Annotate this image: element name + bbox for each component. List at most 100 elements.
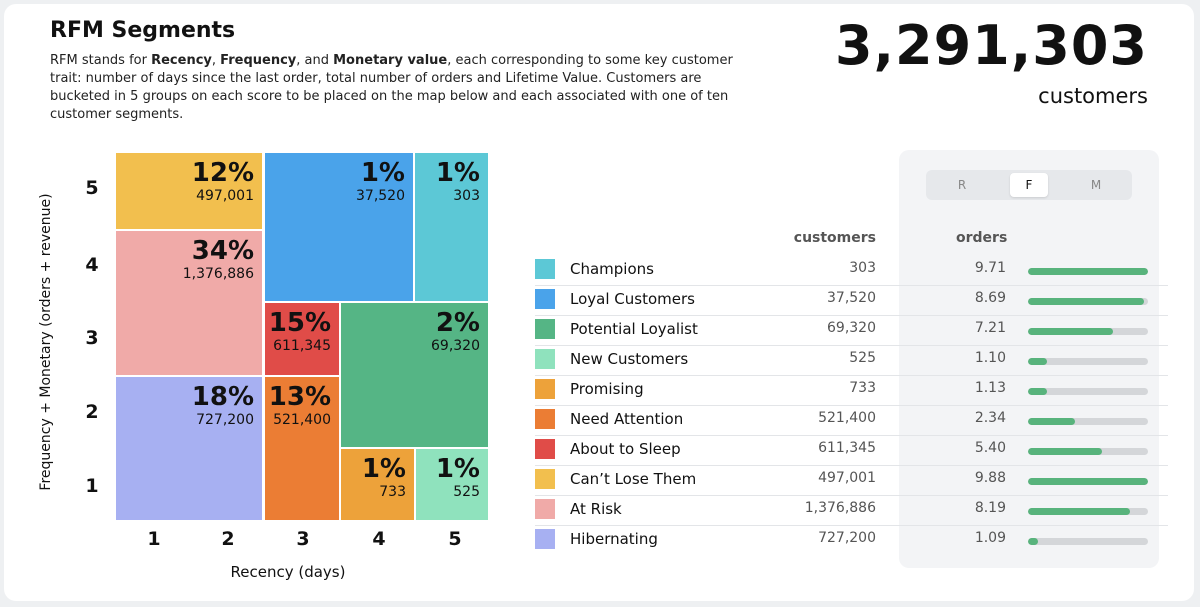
segment-name: Can’t Lose Them — [570, 470, 697, 488]
orders-bar-track — [1028, 418, 1148, 425]
segment-cell-loyal-customers[interactable]: 1% 37,520 — [263, 151, 415, 303]
column-header-orders: orders — [956, 230, 1008, 246]
segment-customers: 497,001 — [818, 470, 876, 486]
segment-name: New Customers — [570, 350, 689, 368]
toggle-recency-button[interactable]: R — [957, 178, 967, 192]
column-header-customers: customers — [793, 230, 876, 246]
segment-customers: 611,345 — [818, 440, 876, 456]
orders-bar-track — [1028, 478, 1148, 485]
segment-swatch — [535, 499, 555, 519]
orders-bar-fill — [1028, 478, 1148, 485]
orders-bar-track — [1028, 268, 1148, 275]
orders-bar-fill — [1028, 358, 1048, 365]
desc-frequency: Frequency — [220, 53, 297, 68]
segment-cell-about-to-sleep[interactable]: 15% 611,345 — [263, 301, 341, 377]
segment-cell-champions[interactable]: 1% 303 — [413, 151, 490, 303]
table-row[interactable]: Can’t Lose Them 497,001 9.88 — [535, 465, 1168, 496]
segment-percent: 1% — [360, 158, 405, 188]
orders-bar-track — [1028, 538, 1148, 545]
segment-orders: 9.88 — [974, 470, 1006, 486]
segment-percent: 2% — [435, 308, 480, 338]
segment-swatch — [535, 379, 555, 399]
segment-name: Potential Loyalist — [570, 320, 698, 338]
segment-swatch — [535, 439, 555, 459]
orders-bar-track — [1028, 358, 1148, 365]
segment-count: 525 — [453, 484, 480, 500]
segment-count: 1,376,886 — [182, 266, 254, 282]
orders-bar-fill — [1028, 538, 1038, 545]
toggle-frequency-button[interactable]: F — [1010, 173, 1048, 197]
desc-text: RFM stands for — [50, 53, 152, 68]
segment-percent: 15% — [268, 308, 331, 338]
x-tick: 2 — [221, 528, 235, 550]
x-axis-label: Recency (days) — [230, 563, 346, 581]
segment-count: 727,200 — [196, 412, 254, 428]
segment-cell-need-attention[interactable]: 13% 521,400 — [263, 375, 341, 522]
table-row[interactable]: Hibernating 727,200 1.09 — [535, 525, 1168, 555]
orders-bar-track — [1028, 508, 1148, 515]
orders-bar-fill — [1028, 508, 1130, 515]
y-axis-label: Frequency + Monetary (orders + revenue) — [38, 193, 54, 491]
table-row[interactable]: New Customers 525 1.10 — [535, 345, 1168, 376]
segment-customers: 69,320 — [827, 320, 876, 336]
orders-bar-track — [1028, 328, 1148, 335]
segment-customers: 37,520 — [827, 290, 876, 306]
table-row[interactable]: Potential Loyalist 69,320 7.21 — [535, 315, 1168, 346]
segment-cell-cant-lose-them[interactable]: 12% 497,001 — [114, 151, 264, 231]
segment-swatch — [535, 409, 555, 429]
segment-percent: 13% — [268, 382, 331, 412]
segment-name: Promising — [570, 380, 644, 398]
table-row[interactable]: About to Sleep 611,345 5.40 — [535, 435, 1168, 466]
y-tick: 1 — [85, 475, 99, 497]
segment-customers: 525 — [849, 350, 876, 366]
orders-bar-track — [1028, 448, 1148, 455]
table-row[interactable]: Promising 733 1.13 — [535, 375, 1168, 406]
segment-cell-promising[interactable]: 1% 733 — [339, 447, 416, 522]
x-tick: 1 — [147, 528, 161, 550]
segment-orders: 7.21 — [974, 320, 1006, 336]
segment-count: 303 — [453, 188, 480, 204]
segment-cell-new-customers[interactable]: 1% 525 — [414, 447, 490, 522]
toggle-monetary-button[interactable]: M — [1090, 178, 1102, 192]
segment-percent: 18% — [191, 382, 254, 412]
segment-swatch — [535, 319, 555, 339]
segment-customers: 303 — [849, 260, 876, 276]
segment-customers: 1,376,886 — [804, 500, 876, 516]
desc-monetary: Monetary value — [333, 53, 448, 68]
segment-swatch — [535, 289, 555, 309]
segment-name: At Risk — [570, 500, 622, 518]
orders-bar-fill — [1028, 448, 1103, 455]
segment-percent: 12% — [191, 158, 254, 188]
segment-customers: 521,400 — [818, 410, 876, 426]
y-tick: 4 — [85, 254, 99, 276]
x-tick: 4 — [372, 528, 386, 550]
segment-swatch — [535, 349, 555, 369]
desc-text: , — [211, 53, 221, 68]
desc-text: , each corresponding to some key custome… — [50, 53, 733, 122]
orders-bar-fill — [1028, 298, 1145, 305]
total-customers-value: 3,291,303 — [834, 14, 1148, 77]
segment-orders: 1.13 — [974, 380, 1006, 396]
segment-count: 611,345 — [273, 338, 331, 354]
table-row[interactable]: Loyal Customers 37,520 8.69 — [535, 285, 1168, 316]
segment-percent: 1% — [435, 158, 480, 188]
orders-bar-track — [1028, 388, 1148, 395]
segment-count: 733 — [379, 484, 406, 500]
segment-orders: 2.34 — [974, 410, 1006, 426]
desc-text: , and — [296, 53, 334, 68]
segment-orders: 5.40 — [974, 440, 1006, 456]
segment-cell-hibernating[interactable]: 18% 727,200 — [114, 375, 264, 522]
segment-name: About to Sleep — [570, 440, 681, 458]
orders-bar-fill — [1028, 418, 1075, 425]
table-row[interactable]: Need Attention 521,400 2.34 — [535, 405, 1168, 436]
segment-percent: 34% — [191, 236, 254, 266]
x-tick: 5 — [448, 528, 462, 550]
orders-bar-fill — [1028, 388, 1048, 395]
segment-orders: 1.09 — [974, 530, 1006, 546]
segment-cell-at-risk[interactable]: 34% 1,376,886 — [114, 229, 264, 377]
table-row[interactable]: At Risk 1,376,886 8.19 — [535, 495, 1168, 526]
table-row[interactable]: Champions 303 9.71 — [535, 255, 1168, 286]
orders-bar-fill — [1028, 328, 1114, 335]
segment-cell-potential-loyalist[interactable]: 2% 69,320 — [339, 301, 490, 449]
segment-percent: 1% — [435, 454, 480, 484]
